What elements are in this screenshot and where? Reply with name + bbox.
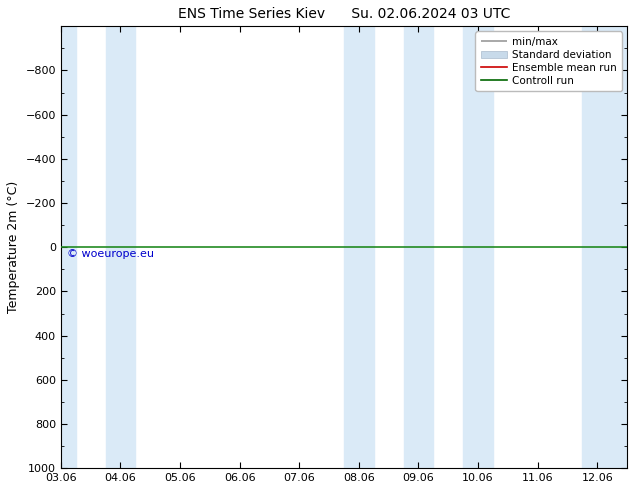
Bar (404, 26, 434, 468)
Bar (612, 26, 634, 468)
Title: ENS Time Series Kiev      Su. 02.06.2024 03 UTC: ENS Time Series Kiev Su. 02.06.2024 03 U… (178, 7, 510, 21)
Legend: min/max, Standard deviation, Ensemble mean run, Controll run: min/max, Standard deviation, Ensemble me… (476, 31, 622, 91)
Text: © woeurope.eu: © woeurope.eu (67, 248, 153, 259)
Y-axis label: Temperature 2m (°C): Temperature 2m (°C) (7, 181, 20, 314)
Bar (463, 26, 493, 468)
Bar (46, 26, 75, 468)
Bar (105, 26, 136, 468)
Bar (583, 26, 612, 468)
Bar (344, 26, 374, 468)
